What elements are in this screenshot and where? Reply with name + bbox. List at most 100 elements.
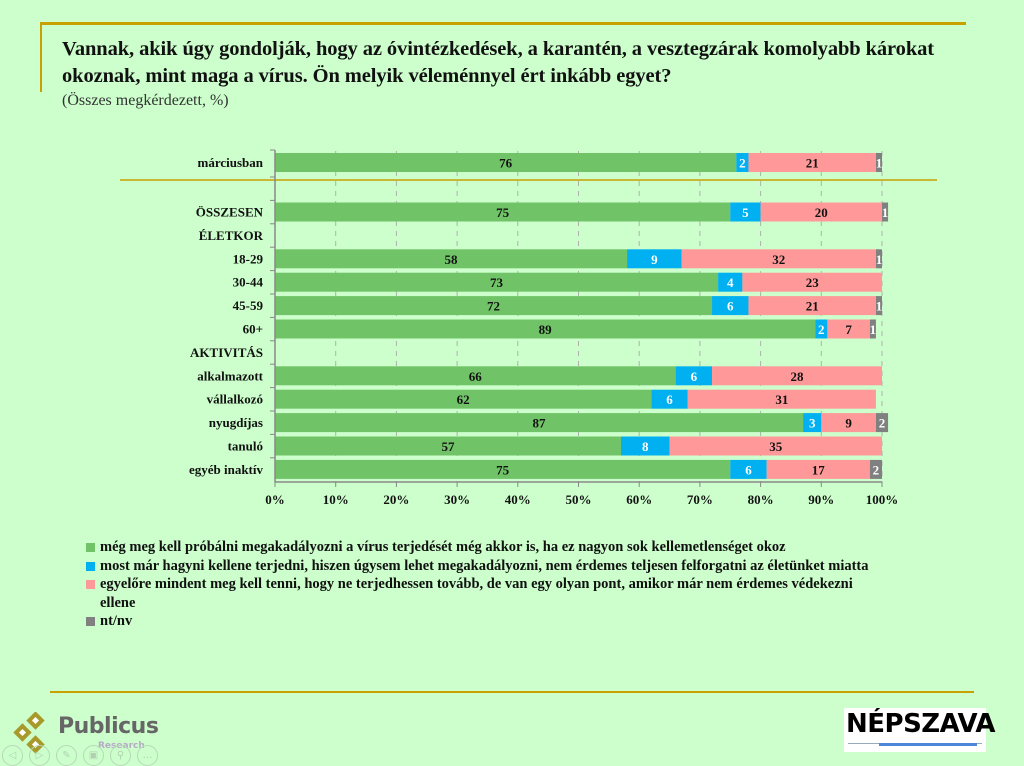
zoom-icon[interactable]: ⚲	[110, 745, 131, 766]
nepszava-name: NÉPSZAVA	[846, 709, 996, 739]
category-label: 45-59	[233, 298, 264, 313]
value-label: 2	[739, 156, 746, 171]
bar-segment	[275, 366, 676, 386]
x-tick-label: 60%	[626, 492, 652, 507]
bar-segment	[875, 249, 882, 269]
value-label: 1	[876, 252, 883, 267]
legend-item-2: most már hagyni kellene terjedni, hiszen…	[86, 557, 886, 576]
chart-title: Vannak, akik úgy gondolják, hogy az óvin…	[62, 38, 935, 87]
legend-swatch-4	[86, 617, 95, 626]
value-label: 66	[469, 369, 483, 384]
value-label: 6	[666, 392, 673, 407]
category-label: 18-29	[233, 251, 264, 266]
x-tick-label: 70%	[687, 492, 713, 507]
x-tick-label: 50%	[566, 492, 592, 507]
x-tick-label: 90%	[808, 492, 834, 507]
value-label: 1	[882, 205, 889, 220]
gridlines	[120, 151, 937, 482]
x-tick-label: 20%	[383, 492, 409, 507]
bar-segment	[669, 436, 882, 456]
bar-segment	[875, 296, 882, 316]
value-label: 23	[806, 275, 820, 290]
x-tick-label: 30%	[444, 492, 470, 507]
pen-icon[interactable]: ✎	[56, 745, 77, 766]
bar-segment	[827, 319, 870, 339]
legend-label-1: még meg kell próbálni megakadályozni a v…	[100, 539, 786, 555]
value-label: 72	[487, 299, 500, 314]
bar-segment	[730, 459, 767, 479]
publicus-name: Publicus	[58, 714, 159, 739]
value-label: 6	[745, 462, 752, 477]
value-label: 76	[499, 156, 513, 171]
value-label: 4	[727, 275, 734, 290]
value-label: 58	[445, 252, 459, 267]
x-tick-label: 0%	[265, 492, 285, 507]
legend: még meg kell próbálni megakadályozni a v…	[86, 538, 886, 631]
bar-segment	[712, 296, 749, 316]
bar-segment	[869, 319, 876, 339]
bar-segment	[275, 272, 719, 292]
value-label: 75	[496, 205, 510, 220]
bar-segment	[869, 459, 882, 479]
x-tick-label: 80%	[748, 492, 774, 507]
value-label: 62	[457, 392, 470, 407]
bar-segment	[882, 202, 889, 222]
value-label: 21	[806, 299, 819, 314]
bottom-rule	[50, 691, 974, 693]
left-rule	[40, 22, 42, 92]
legend-label-2: most már hagyni kellene terjedni, hiszen…	[100, 557, 869, 574]
nepszava-logo: NÉPSZAVA	[844, 708, 996, 752]
value-label: 17	[812, 462, 826, 477]
value-label: 3	[809, 416, 816, 431]
bar-segment	[718, 272, 743, 292]
value-label: 1	[870, 322, 877, 337]
previous-icon[interactable]: ◁	[2, 745, 23, 766]
value-label: 2	[873, 462, 880, 477]
bar-segment	[275, 202, 731, 222]
bar-segment	[275, 296, 713, 316]
x-tick-label: 100%	[866, 492, 899, 507]
bar-segment	[815, 319, 828, 339]
bar-segment	[651, 389, 688, 409]
bar-segment	[875, 413, 889, 433]
bar-segment	[275, 153, 737, 172]
value-label: 75	[496, 462, 510, 477]
category-label: egyéb inaktív	[189, 462, 264, 477]
legend-item-1: még meg kell próbálni megakadályozni a v…	[86, 538, 886, 557]
legend-item-4: nt/nv	[86, 612, 886, 631]
legend-label-3: egyelőre mindent meg kell tenni, hogy ne…	[100, 576, 853, 611]
x-tick-label: 40%	[505, 492, 531, 507]
category-label: 60+	[243, 322, 263, 337]
value-label: 6	[727, 299, 734, 314]
bar-segment	[675, 366, 713, 386]
bar-segment	[620, 436, 670, 456]
bar-segment	[627, 249, 682, 269]
chart-subtitle: (Összes megkérdezett, %)	[62, 92, 229, 109]
value-label: 73	[490, 275, 504, 290]
value-label: 28	[791, 369, 805, 384]
value-label: 89	[539, 322, 553, 337]
bar-segment	[748, 296, 876, 316]
value-label: 8	[642, 439, 649, 454]
bar-segment	[730, 202, 761, 222]
value-label: 35	[769, 439, 783, 454]
more-icon[interactable]: …	[137, 745, 158, 766]
bar-segment	[275, 389, 652, 409]
legend-swatch-1	[86, 543, 95, 552]
value-label: 6	[691, 369, 698, 384]
bar-segment	[766, 459, 870, 479]
legend-swatch-2	[86, 561, 95, 571]
category-label: alkalmazott	[197, 368, 263, 383]
top-rule	[40, 22, 966, 25]
slides-icon[interactable]: ▣	[83, 745, 104, 766]
category-label: vállalkozó	[207, 392, 263, 407]
value-label: 2	[818, 322, 825, 337]
category-label: tanuló	[228, 439, 263, 454]
value-label: 7	[845, 322, 852, 337]
next-icon[interactable]: ▷	[29, 745, 50, 766]
category-label: AKTIVITÁS	[190, 345, 263, 360]
value-label: 9	[845, 416, 852, 431]
bar-segment	[712, 366, 882, 386]
